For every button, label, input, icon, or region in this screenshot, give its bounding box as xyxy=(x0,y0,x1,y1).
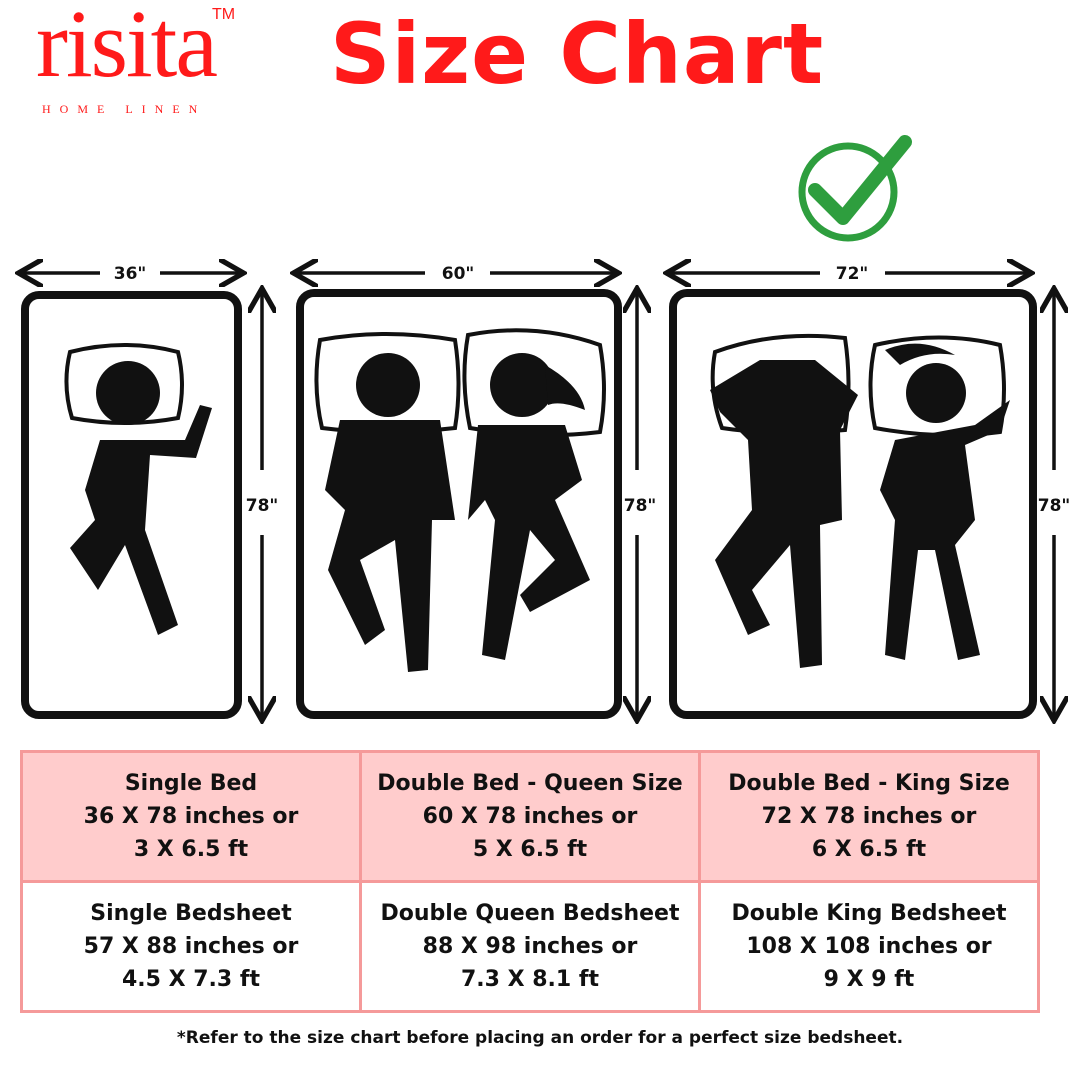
green-check-circle-icon xyxy=(798,135,912,242)
cell-feet: 7.3 X 8.1 ft xyxy=(461,967,599,992)
size-table: Single Bed 36 X 78 inches or 3 X 6.5 ft Do… xyxy=(20,750,1040,1013)
queen-bed-cell: Double Bed - Queen Size 60 X 78 inches or… xyxy=(359,750,701,883)
bedsheet-size-row: Single Bedsheet 57 X 88 inches or 4.5 X 7.… xyxy=(20,880,1040,1013)
length-label: 78" xyxy=(624,496,657,516)
cell-feet: 3 X 6.5 ft xyxy=(133,837,249,862)
cell-feet: 6 X 6.5 ft xyxy=(811,837,927,862)
cell-inches: 36 X 78 inches or xyxy=(83,804,299,829)
cell-inches: 88 X 98 inches or xyxy=(422,934,638,959)
cell-inches: 108 X 108 inches or xyxy=(746,934,992,959)
cell-feet: 9 X 9 ft xyxy=(823,967,915,992)
single-sheet-cell: Single Bedsheet 57 X 88 inches or 4.5 X 7.… xyxy=(20,880,362,1013)
cell-title: Double Bed - King Size xyxy=(728,771,1010,796)
cell-title: Double King Bedsheet xyxy=(731,901,1007,926)
single-bed-cell: Single Bed 36 X 78 inches or 3 X 6.5 ft xyxy=(20,750,362,883)
cell-feet: 4.5 X 7.3 ft xyxy=(122,967,260,992)
cell-title: Single Bedsheet xyxy=(90,901,292,926)
length-label: 78" xyxy=(246,496,279,516)
length-label: 78" xyxy=(1038,496,1071,516)
cell-inches: 72 X 78 inches or xyxy=(761,804,977,829)
cell-title: Double Bed - Queen Size xyxy=(377,771,683,796)
cell-feet: 5 X 6.5 ft xyxy=(472,837,588,862)
king-sheet-cell: Double King Bedsheet 108 X 108 inches or 9… xyxy=(698,880,1040,1013)
logo-tagline: HOME LINEN xyxy=(42,102,207,116)
cell-inches: 60 X 78 inches or xyxy=(422,804,638,829)
queen-bed-diagram: 60" 78" xyxy=(297,264,656,717)
page-title: Size Chart xyxy=(330,5,825,103)
bed-diagrams: 36" 78" 60" 78" 72" 78" xyxy=(0,135,1070,740)
queen-sheet-cell: Double Queen Bedsheet 88 X 98 inches or 7.… xyxy=(359,880,701,1013)
cell-title: Single Bed xyxy=(124,771,258,796)
cell-title: Double Queen Bedsheet xyxy=(380,901,680,926)
footnote: *Refer to the size chart before placing … xyxy=(176,1028,904,1048)
cell-inches: 57 X 88 inches or xyxy=(83,934,299,959)
single-bed-diagram: 36" 78" xyxy=(22,264,278,717)
width-label: 60" xyxy=(442,264,475,284)
king-bed-cell: Double Bed - King Size 72 X 78 inches or 6… xyxy=(698,750,1040,883)
trademark: TM xyxy=(212,6,236,23)
logo-wordmark: risita xyxy=(36,0,218,97)
width-label: 72" xyxy=(836,264,869,284)
king-bed-diagram: 72" 78" xyxy=(670,264,1070,717)
bed-size-row: Single Bed 36 X 78 inches or 3 X 6.5 ft Do… xyxy=(20,750,1040,883)
width-label: 36" xyxy=(114,264,147,284)
